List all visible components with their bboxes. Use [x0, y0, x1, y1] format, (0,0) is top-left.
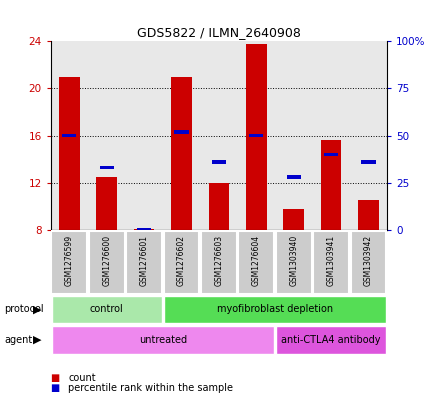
Text: ▶: ▶	[33, 335, 42, 345]
Text: control: control	[90, 305, 124, 314]
Bar	[164, 231, 199, 294]
Bar	[89, 231, 125, 294]
Bar	[96, 177, 117, 230]
Bar	[52, 326, 274, 354]
Bar	[358, 200, 379, 230]
Bar	[276, 326, 386, 354]
Bar	[212, 160, 226, 164]
Bar	[249, 134, 264, 137]
Bar	[52, 296, 161, 323]
Bar	[276, 231, 312, 294]
Text: untreated: untreated	[139, 335, 187, 345]
Bar	[361, 160, 376, 164]
Text: GSM1276601: GSM1276601	[139, 235, 149, 286]
Bar	[134, 229, 154, 230]
Text: GSM1276602: GSM1276602	[177, 235, 186, 286]
Bar	[209, 183, 229, 230]
Text: protocol: protocol	[4, 305, 44, 314]
Bar	[201, 231, 237, 294]
Bar	[286, 175, 301, 179]
Bar	[283, 209, 304, 230]
Text: ▶: ▶	[33, 305, 42, 314]
Bar	[313, 231, 349, 294]
Bar	[99, 166, 114, 169]
Bar	[238, 231, 274, 294]
Bar	[171, 77, 192, 230]
Bar	[137, 228, 151, 231]
Text: anti-CTLA4 antibody: anti-CTLA4 antibody	[281, 335, 381, 345]
Bar	[62, 134, 77, 137]
Text: GSM1303942: GSM1303942	[364, 235, 373, 286]
Text: GSM1303940: GSM1303940	[289, 235, 298, 286]
Text: GSM1276600: GSM1276600	[102, 235, 111, 286]
Bar	[351, 231, 386, 294]
Bar	[59, 77, 80, 230]
Text: percentile rank within the sample: percentile rank within the sample	[68, 383, 233, 393]
Text: myofibroblast depletion: myofibroblast depletion	[217, 305, 333, 314]
Bar	[126, 231, 162, 294]
Title: GDS5822 / ILMN_2640908: GDS5822 / ILMN_2640908	[137, 26, 301, 39]
Text: GSM1276604: GSM1276604	[252, 235, 261, 286]
Bar	[164, 296, 386, 323]
Bar	[246, 44, 267, 230]
Text: GSM1276599: GSM1276599	[65, 235, 74, 286]
Text: ■: ■	[51, 383, 60, 393]
Text: ■: ■	[51, 373, 60, 384]
Text: agent: agent	[4, 335, 33, 345]
Bar	[174, 130, 189, 134]
Bar	[321, 140, 341, 230]
Bar	[51, 231, 87, 294]
Bar	[324, 152, 338, 156]
Text: count: count	[68, 373, 96, 384]
Text: GSM1276603: GSM1276603	[214, 235, 224, 286]
Text: GSM1303941: GSM1303941	[326, 235, 336, 286]
